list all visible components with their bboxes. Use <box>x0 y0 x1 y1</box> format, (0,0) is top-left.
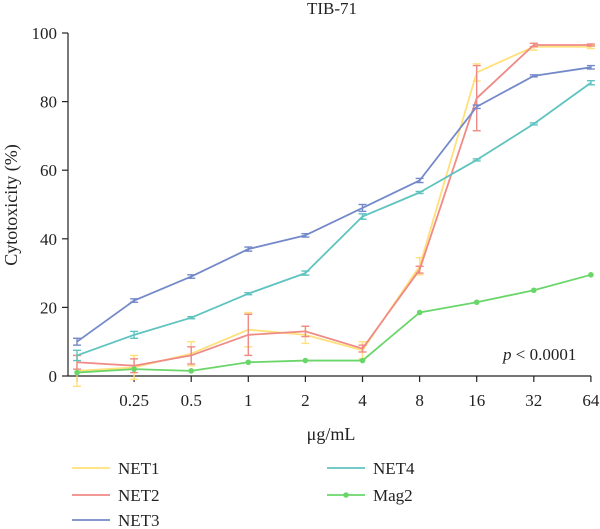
x-tick-label: 4 <box>358 391 367 410</box>
legend-marker-mag2 <box>343 492 349 498</box>
y-tick-label: 20 <box>40 298 57 317</box>
point-mag2 <box>473 299 480 306</box>
x-tick-label: 32 <box>525 391 542 410</box>
series-mag2 <box>74 272 594 376</box>
point-mag2 <box>359 357 366 364</box>
line-net3 <box>76 66 592 343</box>
line-net2 <box>76 44 591 367</box>
point-mag2 <box>245 359 252 366</box>
x-tick-label: 0.5 <box>181 391 202 410</box>
legend-label-net3: NET3 <box>118 511 160 529</box>
x-tick-label: 16 <box>468 391 485 410</box>
x-axis-ticks: 0.25 0.5 1 2 4 8 16 32 64 <box>76 376 600 410</box>
y-tick-label: 0 <box>49 367 58 386</box>
legend-item-net1: NET1 <box>72 459 160 478</box>
x-tick-label: 1 <box>244 391 253 410</box>
legend: NET1 NET2 NET3 NET4 Mag2 <box>72 459 415 529</box>
y-tick-label: 100 <box>32 24 58 43</box>
x-tick-label: 64 <box>582 391 600 410</box>
x-tick-label: 2 <box>301 391 310 410</box>
point-mag2 <box>531 287 537 294</box>
point-mag2 <box>416 309 423 316</box>
series-net1 <box>73 42 595 387</box>
legend-item-mag2: Mag2 <box>327 486 413 505</box>
point-mag2 <box>74 369 80 376</box>
series-net3 <box>73 64 595 346</box>
y-tick-label: 40 <box>40 230 57 249</box>
line-mag2 <box>76 273 592 374</box>
legend-item-net3: NET3 <box>72 511 160 529</box>
point-mag2 <box>188 368 194 374</box>
line-net1 <box>76 45 591 372</box>
y-tick-label: 60 <box>40 161 57 180</box>
series-layer <box>73 42 595 387</box>
series-net4 <box>73 79 595 362</box>
chart-title: TIB-71 <box>307 0 357 18</box>
legend-label-net2: NET2 <box>118 486 160 505</box>
x-tick-label: 8 <box>415 391 424 410</box>
series-net2 <box>73 42 595 374</box>
p-value-symbol: p <box>502 345 512 364</box>
legend-item-net2: NET2 <box>72 486 160 505</box>
legend-item-net4: NET4 <box>327 459 415 478</box>
p-value-text: < 0.0001 <box>512 345 577 364</box>
x-axis-title: μg/mL <box>307 424 356 444</box>
point-mag2 <box>302 357 309 364</box>
point-mag2 <box>131 366 137 372</box>
legend-label-net1: NET1 <box>118 459 160 478</box>
p-value-annotation: p < 0.0001 <box>502 345 576 364</box>
line-net4 <box>76 82 592 357</box>
x-tick-label: 0.25 <box>119 391 149 410</box>
y-tick-label: 80 <box>40 93 57 112</box>
legend-label-net4: NET4 <box>373 459 415 478</box>
legend-label-mag2: Mag2 <box>373 486 413 505</box>
y-axis-ticks: 0 20 40 60 80 100 <box>32 24 68 386</box>
point-mag2 <box>588 272 594 278</box>
y-axis-title: Cytotoxicity (%) <box>1 144 22 265</box>
